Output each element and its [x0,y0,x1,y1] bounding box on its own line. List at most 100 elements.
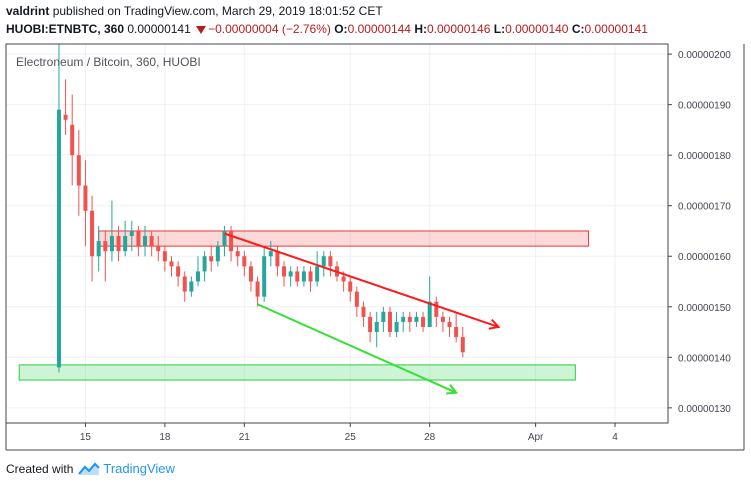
symbol-label: HUOBI:ETNBTC, 360 [6,22,125,36]
candle-down [70,124,75,156]
candle-down [235,251,240,257]
candle-down [83,185,88,211]
footer: Created with TradingView [6,461,175,476]
candle-up [315,266,320,282]
y-tick-label: 0.00000200 [678,50,731,61]
candle-down [63,114,68,120]
candle-down [348,281,353,292]
resistance-trendline-arrowhead [488,318,501,330]
candle-down [103,241,108,252]
candle-down [136,230,141,247]
x-tick-label: 4 [612,432,618,443]
candle-up [129,230,134,237]
close-value: 0.00000141 [584,22,648,36]
candle-down [407,316,412,322]
support-trendline [257,303,457,394]
candle-down [176,266,181,277]
candle-down [275,251,280,267]
y-tick-label: 0.00000150 [678,303,731,314]
ohlc-legend: HUOBI:ETNBTC, 360 0.00000141 −0.00000004… [6,22,648,36]
candle-up [288,271,293,277]
tradingview-brand[interactable]: TradingView [103,461,175,476]
candle-down [328,256,333,267]
candle-down [295,271,300,282]
chart-grid [6,44,668,423]
candle-down [434,301,439,317]
low-value: 0.00000140 [505,22,569,36]
price-change: −0.00000004 (−2.76%) [208,22,331,36]
created-with-text: Created with [6,461,74,476]
last-price: 0.00000141 [127,22,191,36]
candle-up [215,246,220,262]
candle-down [454,326,459,338]
candle-down [229,230,234,252]
publish-info: valdrint published on TradingView.com, M… [6,4,383,18]
x-tick-label: 25 [345,432,357,443]
candle-down [255,281,260,297]
open-label: O: [334,22,348,36]
x-tick-label: Apr [528,432,544,443]
candle-up [268,251,273,257]
x-tick-label: 28 [424,432,436,443]
candle-down [182,276,187,292]
y-tick-label: 0.00000140 [678,353,731,364]
trendlines [224,232,501,395]
candle-up [262,256,267,297]
candle-up [109,236,114,252]
candle-up [301,271,306,282]
tradingview-logo-icon [78,461,101,475]
candle-down [90,210,95,257]
resistance-zone [98,230,590,247]
close-label: C: [571,22,585,36]
x-tick-label: 15 [80,432,92,443]
candle-up [222,230,227,247]
down-arrow-icon [196,25,207,34]
y-tick-label: 0.00000180 [678,151,731,162]
candle-down [209,256,214,262]
candle-down [76,155,81,186]
candle-up [394,321,399,333]
candle-down [116,236,121,252]
chart-title: Electroneum / Bitcoin, 360, HUOBI [16,55,201,69]
candle-down [162,251,167,262]
candle-down [440,316,445,322]
y-tick-label: 0.00000170 [678,202,731,213]
chart-zones [18,230,590,381]
y-tick-label: 0.00000130 [678,404,731,415]
candle-up [189,281,194,292]
candle-down [421,316,426,327]
x-tick-label: 18 [159,432,171,443]
candle-up [143,236,148,247]
y-tick-label: 0.00000190 [678,101,731,112]
candle-up [321,256,326,267]
candle-up [202,256,207,272]
candle-down [149,236,154,247]
support-zone [18,364,576,381]
candle-up [381,311,386,322]
y-tick-label: 0.00000160 [678,252,731,263]
x-tick-label: 21 [239,432,251,443]
candle-down [156,246,161,252]
candles [56,44,465,373]
candle-down [282,266,287,277]
high-value: 0.00000146 [426,22,491,36]
candle-up [96,241,101,257]
candle-down [169,261,174,267]
resistance-trendline [224,232,499,328]
candle-down [308,271,313,282]
candle-down [368,316,373,333]
candle-up [374,321,379,333]
candle-down [354,291,359,307]
x-axis[interactable]: 15 18 21 25 28 Apr 4 [80,423,618,443]
candle-up [414,316,419,322]
candle-up [195,271,200,282]
candle-down [248,266,253,282]
candle-down [387,311,392,333]
y-axis[interactable]: 0.00000130 0.00000140 0.00000150 0.00000160… [668,50,731,415]
candle-down [460,337,465,353]
author-name[interactable]: valdrint [6,4,50,18]
plot-border [5,43,669,424]
candle-down [361,306,366,317]
publish-text: published on TradingView.com, March 29, … [52,4,383,18]
